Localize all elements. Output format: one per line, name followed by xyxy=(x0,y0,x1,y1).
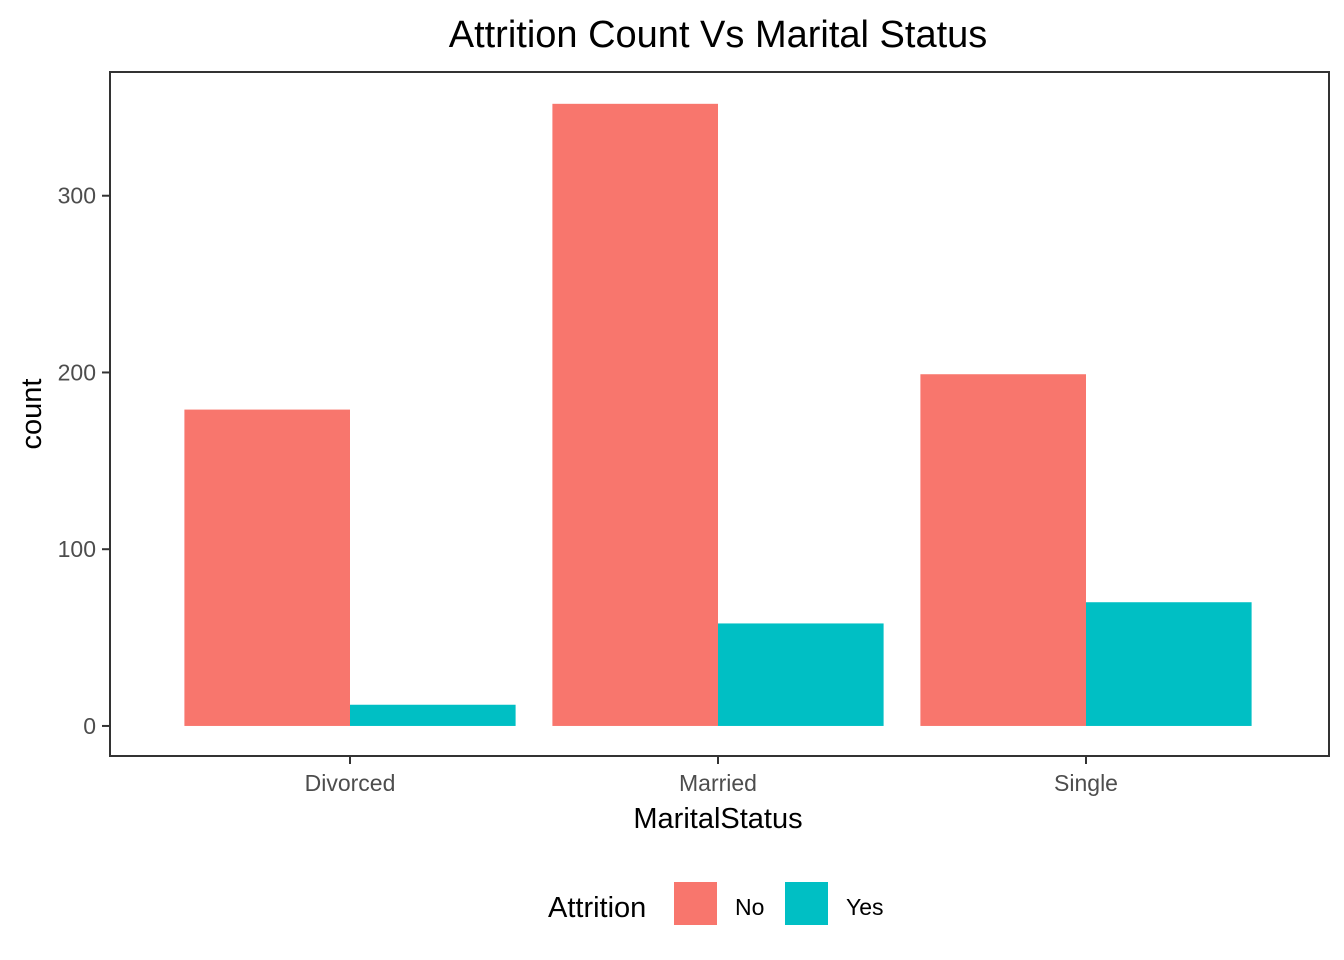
x-tick-label: Divorced xyxy=(305,770,396,796)
y-tick-label: 100 xyxy=(58,536,96,562)
bar-single-yes xyxy=(1086,602,1252,726)
x-tick-label: Married xyxy=(679,770,757,796)
chart-title: Attrition Count Vs Marital Status xyxy=(449,14,988,56)
legend: Attrition No Yes xyxy=(548,882,884,925)
x-axis-title: MaritalStatus xyxy=(633,803,802,835)
bars-group xyxy=(184,103,1252,726)
legend-label-yes: Yes xyxy=(846,894,884,920)
x-tick-label: Single xyxy=(1054,770,1118,796)
bar-single-no xyxy=(920,374,1086,726)
bar-divorced-no xyxy=(184,409,350,726)
bar-married-yes xyxy=(718,623,884,726)
bar-married-no xyxy=(552,103,718,726)
plot-panel-border xyxy=(109,71,1330,757)
legend-key-yes xyxy=(785,882,828,925)
y-axis: 0 100 200 300 xyxy=(58,183,110,739)
y-tick-label: 0 xyxy=(83,713,96,739)
legend-title: Attrition xyxy=(548,892,646,924)
y-tick-label: 200 xyxy=(58,359,96,385)
y-tick-label: 300 xyxy=(58,183,96,209)
bar-divorced-yes xyxy=(350,704,516,726)
y-axis-title: count xyxy=(16,379,48,450)
legend-label-no: No xyxy=(735,894,764,920)
x-axis: Divorced Married Single xyxy=(305,756,1118,796)
legend-key-no xyxy=(674,882,717,925)
